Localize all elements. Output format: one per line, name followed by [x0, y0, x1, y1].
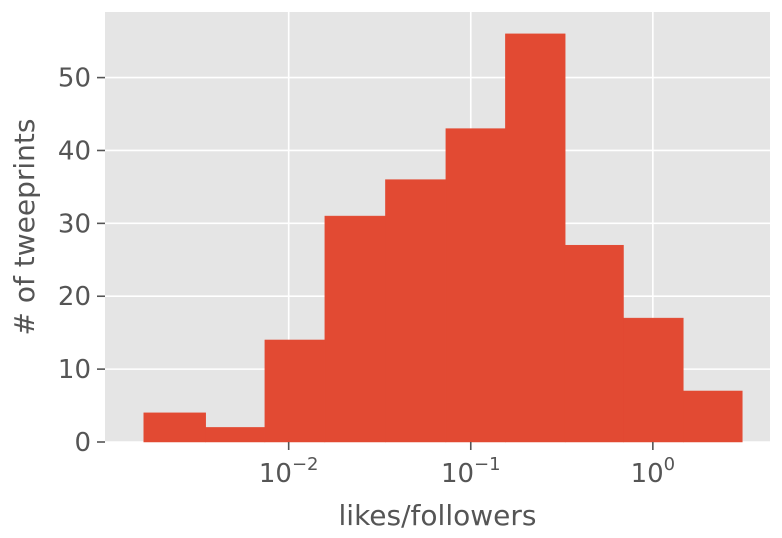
y-axis-label: # of tweeprints	[8, 119, 41, 336]
x-tick-base: 10	[631, 459, 664, 489]
histogram-bar	[205, 427, 266, 443]
x-tick-label: 10−1	[441, 454, 501, 489]
histogram-bar	[623, 317, 684, 443]
histogram-bar	[143, 412, 206, 443]
histogram-bar	[445, 128, 506, 443]
histogram-bar	[264, 339, 326, 443]
x-axis-label: likes/followers	[339, 499, 537, 532]
x-tick-exponent: −1	[474, 454, 501, 475]
y-tick-label: 30	[58, 209, 91, 239]
x-tick-label: 100	[631, 454, 676, 489]
x-tick-exponent: −2	[292, 454, 319, 475]
y-tick-label: 40	[58, 136, 91, 166]
y-tick-label: 0	[74, 428, 91, 458]
x-tick-base: 10	[259, 459, 292, 489]
x-tick-exponent: 0	[664, 454, 675, 475]
histogram-bar	[385, 179, 447, 443]
histogram-bar	[505, 33, 566, 443]
y-tick-label: 50	[58, 64, 91, 94]
histogram-bar	[564, 244, 624, 443]
x-tick-base: 10	[441, 459, 474, 489]
x-tick-label: 10−2	[259, 454, 319, 489]
histogram-bar	[324, 215, 386, 443]
histogram-bars	[143, 33, 743, 443]
histogram-bar	[683, 390, 743, 443]
y-tick-label: 10	[58, 355, 91, 385]
y-tick-label: 20	[58, 282, 91, 312]
